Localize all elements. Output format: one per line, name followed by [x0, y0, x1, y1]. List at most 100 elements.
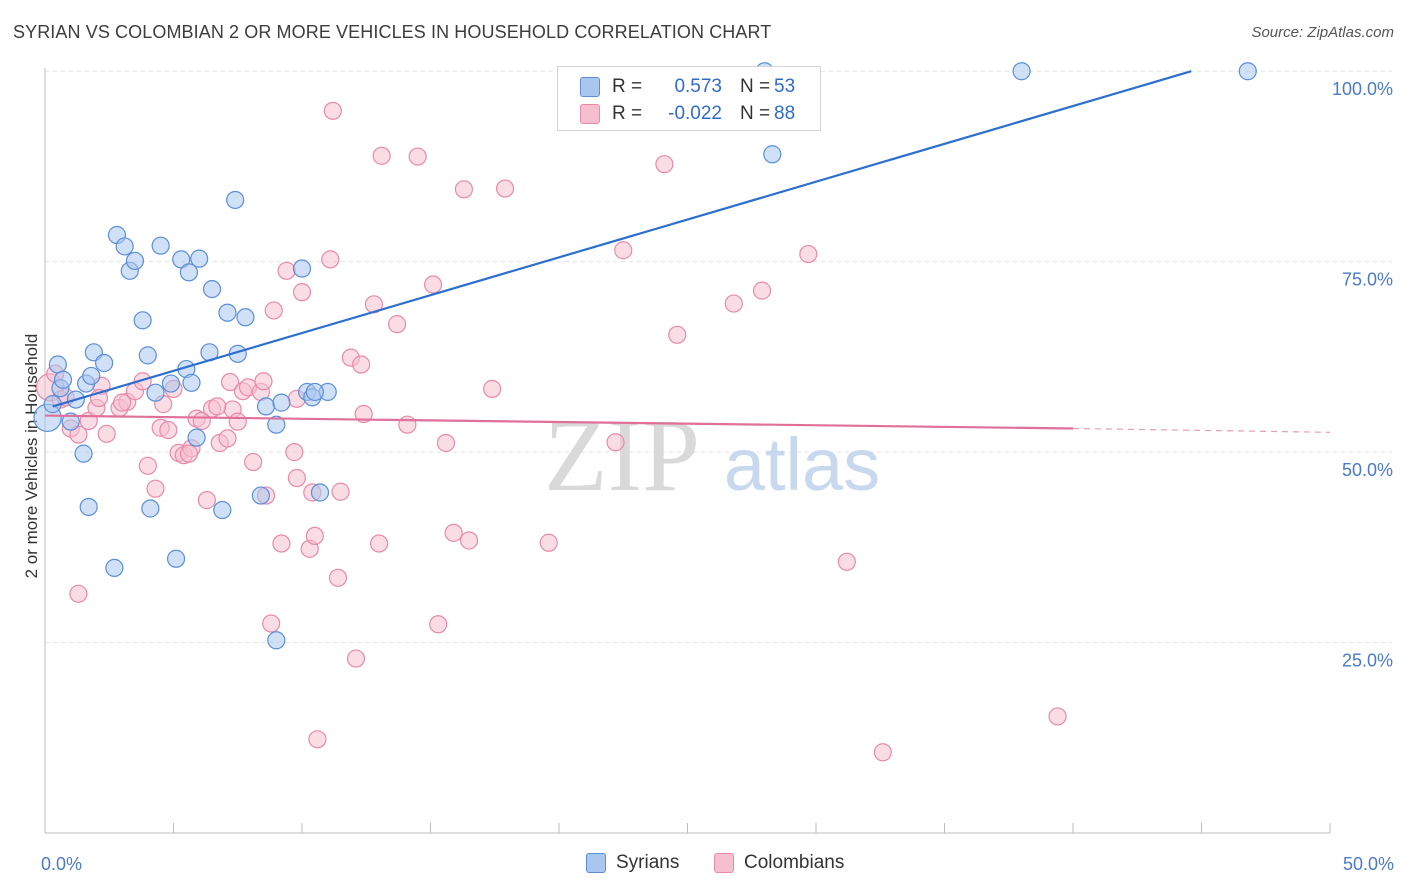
- colombian-point: [146, 479, 165, 498]
- y-tick-label: 100.0%: [1332, 79, 1393, 99]
- colombian-point: [873, 743, 892, 762]
- r-value: 0.573: [674, 76, 722, 97]
- syrian-point: [61, 412, 80, 431]
- x-tick-label: 50.0%: [1343, 854, 1394, 874]
- source-label: Source: ZipAtlas.com: [1251, 24, 1394, 41]
- syrian-point: [141, 499, 160, 518]
- y-tick-label: 25.0%: [1342, 651, 1393, 671]
- syrian-point: [151, 236, 170, 255]
- colombian-point: [352, 355, 371, 374]
- colombian-point: [606, 433, 625, 452]
- colombians-swatch: [714, 853, 734, 873]
- colombian-point: [372, 146, 391, 165]
- colombian-point: [179, 444, 199, 463]
- colombian-point: [228, 412, 247, 431]
- colombian-point: [220, 372, 240, 392]
- syrian-point: [82, 366, 101, 386]
- syrian-point: [74, 444, 93, 463]
- syrian-point: [53, 370, 73, 389]
- colombian-point: [308, 730, 327, 749]
- syrian-point: [190, 249, 209, 268]
- colombian-point: [1048, 707, 1067, 726]
- colombian-point: [408, 147, 427, 166]
- axes: [44, 68, 1331, 834]
- y-tick-label: 50.0%: [1342, 460, 1393, 480]
- legend-item-syrians[interactable]: Syrians: [586, 852, 679, 874]
- colombian-point: [262, 614, 281, 633]
- legend-row-colombians: R = -0.022 N = 88: [580, 102, 795, 126]
- colombian-point: [483, 379, 502, 398]
- syrian-point: [161, 374, 181, 393]
- colombian-point: [752, 281, 772, 300]
- colombian-point: [444, 523, 463, 542]
- colombian-point: [668, 325, 687, 344]
- grid-lines: [45, 70, 1392, 644]
- colombians-swatch: [580, 104, 600, 124]
- colombian-point: [454, 180, 474, 199]
- n-value: 88: [774, 103, 796, 124]
- colombian-point: [423, 275, 443, 294]
- syrian-point: [166, 549, 186, 568]
- colombian-point: [159, 420, 178, 440]
- colombians-points: [35, 101, 1067, 762]
- colombian-point: [614, 241, 633, 260]
- y-tick-labels: 100.0% 75.0% 50.0% 25.0%: [1332, 79, 1393, 670]
- colombian-point: [655, 155, 674, 174]
- colombian-point: [799, 244, 818, 264]
- colombian-point: [244, 452, 263, 472]
- chart-title: SYRIAN VS COLOMBIAN 2 OR MORE VEHICLES I…: [13, 22, 772, 42]
- legend-label-colombians: Colombians: [744, 852, 845, 873]
- syrians-swatch: [580, 77, 600, 97]
- syrian-point: [138, 346, 157, 365]
- syrian-point: [256, 397, 276, 416]
- colombian-point: [285, 443, 304, 462]
- syrian-point: [79, 497, 98, 517]
- n-value: 53: [774, 76, 796, 97]
- watermark-atlas: atlas: [724, 423, 880, 506]
- colombian-point: [277, 261, 296, 280]
- colombian-point: [133, 372, 152, 391]
- legend-item-colombians[interactable]: Colombians: [714, 852, 844, 874]
- syrian-point: [182, 373, 201, 392]
- syrians-trend-line: [52, 70, 1192, 408]
- syrians-points: [33, 62, 1257, 650]
- r-value: -0.022: [668, 103, 722, 124]
- syrian-point: [125, 251, 145, 271]
- syrian-point: [267, 631, 286, 650]
- syrian-point: [115, 237, 134, 256]
- colombian-point: [292, 283, 312, 302]
- syrian-point: [226, 190, 245, 210]
- colombian-point: [436, 433, 456, 453]
- colombian-point: [346, 649, 366, 668]
- syrian-point: [763, 145, 782, 164]
- syrian-point: [1012, 62, 1031, 81]
- syrian-point: [202, 280, 222, 299]
- colombian-point: [138, 456, 157, 475]
- colombian-point: [197, 491, 217, 510]
- x-tick-label: 0.0%: [41, 854, 82, 874]
- syrian-point: [179, 263, 199, 282]
- colombian-point: [354, 404, 373, 424]
- colombian-point: [837, 552, 856, 571]
- r-label: R =: [612, 76, 643, 97]
- colombian-point: [495, 179, 515, 198]
- syrian-point: [292, 259, 312, 278]
- colombian-point: [208, 397, 227, 416]
- syrian-point: [213, 500, 232, 520]
- colombian-point: [459, 531, 479, 550]
- syrian-point: [146, 383, 165, 402]
- syrian-point: [48, 355, 67, 374]
- trend-lines: [44, 70, 1331, 433]
- colombian-point: [218, 429, 237, 448]
- syrian-point: [95, 353, 114, 373]
- syrian-point: [105, 558, 124, 578]
- colombian-point: [370, 534, 389, 553]
- colombian-point: [97, 424, 116, 443]
- syrian-point: [305, 382, 324, 402]
- colombians-trend-line: [44, 414, 1074, 430]
- colombian-point: [398, 415, 417, 434]
- syrians-swatch: [586, 853, 606, 873]
- colombian-point: [387, 315, 407, 334]
- syrian-point: [251, 486, 270, 505]
